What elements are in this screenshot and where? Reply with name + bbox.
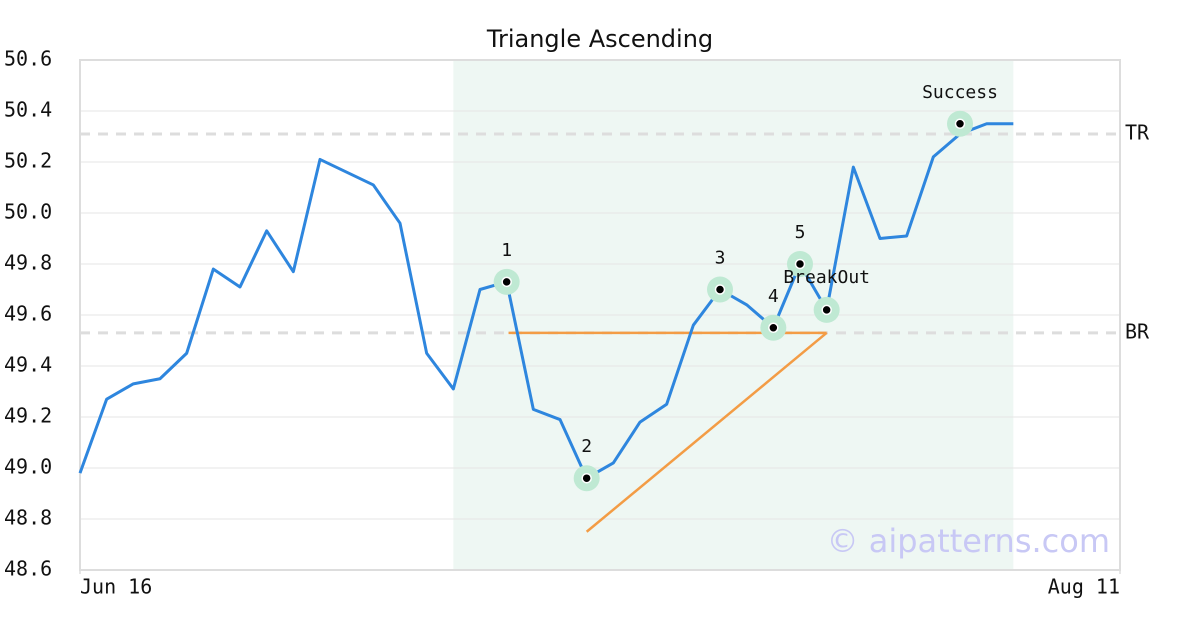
level-label: TR bbox=[1125, 120, 1150, 144]
y-tick-label: 49.2 bbox=[4, 404, 52, 428]
point-dot bbox=[794, 258, 806, 270]
y-tick-label: 50.4 bbox=[4, 98, 52, 122]
y-tick-label: 50.0 bbox=[4, 200, 52, 224]
x-tick-label: Aug 11 bbox=[1048, 575, 1120, 599]
y-tick-label: 49.8 bbox=[4, 251, 52, 275]
point-label: BreakOut bbox=[783, 267, 870, 288]
point-dot bbox=[821, 304, 832, 316]
point-label: Success bbox=[922, 82, 998, 103]
point-dot bbox=[581, 472, 592, 484]
y-tick-label: 48.8 bbox=[4, 506, 52, 530]
y-tick-label: 50.6 bbox=[4, 47, 52, 71]
y-tick-label: 50.2 bbox=[4, 149, 52, 173]
point-label: 4 bbox=[768, 286, 779, 307]
chart-title: Triangle Ascending bbox=[486, 25, 713, 53]
point-label: 1 bbox=[501, 240, 512, 261]
point-dot bbox=[501, 276, 512, 288]
plot-frame bbox=[79, 59, 1121, 571]
point-label: 2 bbox=[581, 436, 592, 457]
level-label: BR bbox=[1125, 319, 1150, 343]
point-label: 3 bbox=[715, 248, 726, 269]
point-label: 5 bbox=[795, 222, 806, 243]
point-dot bbox=[954, 118, 966, 129]
point-dot bbox=[714, 284, 726, 295]
trendline bbox=[585, 331, 828, 533]
y-tick-label: 49.4 bbox=[4, 353, 52, 377]
x-tick-label: Jun 16 bbox=[80, 575, 152, 599]
point-dot bbox=[768, 322, 779, 333]
y-tick-label: 48.6 bbox=[4, 557, 52, 581]
y-tick-label: 49.6 bbox=[4, 302, 52, 326]
y-tick-label: 49.0 bbox=[4, 455, 52, 479]
price-line bbox=[78, 122, 1014, 480]
watermark: © aipatterns.com bbox=[827, 522, 1110, 560]
